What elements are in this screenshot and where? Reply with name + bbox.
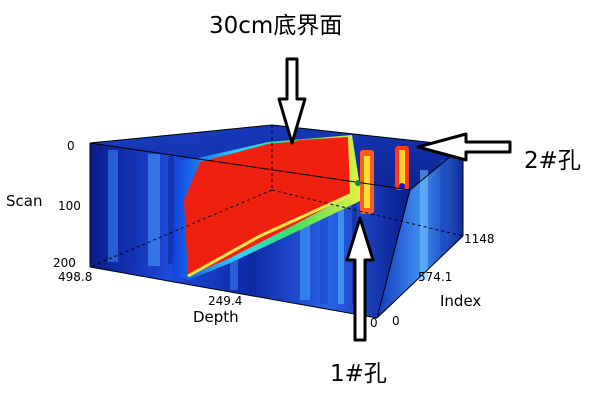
hole-column-1-core <box>364 156 370 208</box>
hole-column-2-core <box>399 150 405 186</box>
axis-title-scan: Scan <box>6 192 43 210</box>
depth-tick-249-4: 249.4 <box>208 294 243 308</box>
depth-tick-0: 0 <box>370 316 378 330</box>
anomaly-edge-line <box>187 193 351 278</box>
arrow-right <box>416 132 512 162</box>
annotation-hole-2: 2#孔 <box>524 148 581 174</box>
depth-tick-498-8: 498.8 <box>58 270 93 284</box>
hole-marker-2 <box>399 183 405 189</box>
volume-wireframe <box>89 124 464 319</box>
arrow-top <box>277 57 307 145</box>
annotation-bottom-interface: 30cm底界面 <box>209 13 343 39</box>
arrow-bottom <box>345 216 375 342</box>
scan-tick-0: 0 <box>67 139 75 153</box>
index-tick-0: 0 <box>392 314 400 328</box>
index-tick-574-1: 574.1 <box>418 270 453 284</box>
scan-tick-200: 200 <box>53 256 76 270</box>
scan-tick-100: 100 <box>58 199 81 213</box>
hole-marker-1 <box>355 180 361 186</box>
anomaly-region <box>184 137 350 276</box>
axis-title-index: Index <box>440 292 482 310</box>
anomaly-top-spread <box>262 137 348 150</box>
annotation-hole-1: 1#孔 <box>330 361 387 387</box>
index-tick-1148: 1148 <box>464 232 495 246</box>
axis-title-depth: Depth <box>193 308 239 326</box>
